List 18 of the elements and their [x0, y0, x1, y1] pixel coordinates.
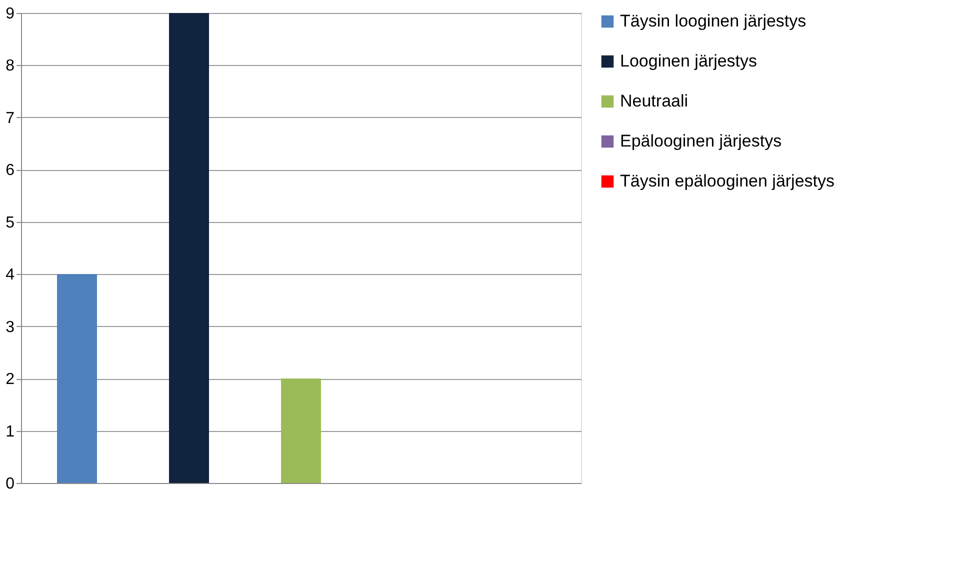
y-tick-label: 0 — [6, 476, 15, 492]
y-tick-label: 2 — [6, 371, 15, 388]
y-tick-label: 4 — [6, 266, 15, 284]
bar — [57, 274, 97, 483]
y-tick-label: 6 — [6, 162, 15, 180]
y-tick-label: 9 — [6, 6, 15, 22]
legend-label: Looginen järjestys — [620, 52, 758, 70]
y-tick-label: 7 — [6, 110, 15, 127]
bar — [281, 378, 321, 483]
y-tick-label: 1 — [6, 423, 15, 440]
legend-label: Neutraali — [620, 92, 688, 110]
legend-label: Epälooginen järjestys — [620, 132, 782, 150]
y-tick-label: 8 — [6, 58, 15, 75]
legend-label: Täysin looginen järjestys — [620, 12, 806, 30]
bar — [169, 13, 209, 483]
legend-label: Täysin epälooginen järjestys — [620, 172, 835, 190]
y-tick-label: 5 — [6, 214, 15, 232]
y-tick-label: 3 — [6, 318, 15, 336]
